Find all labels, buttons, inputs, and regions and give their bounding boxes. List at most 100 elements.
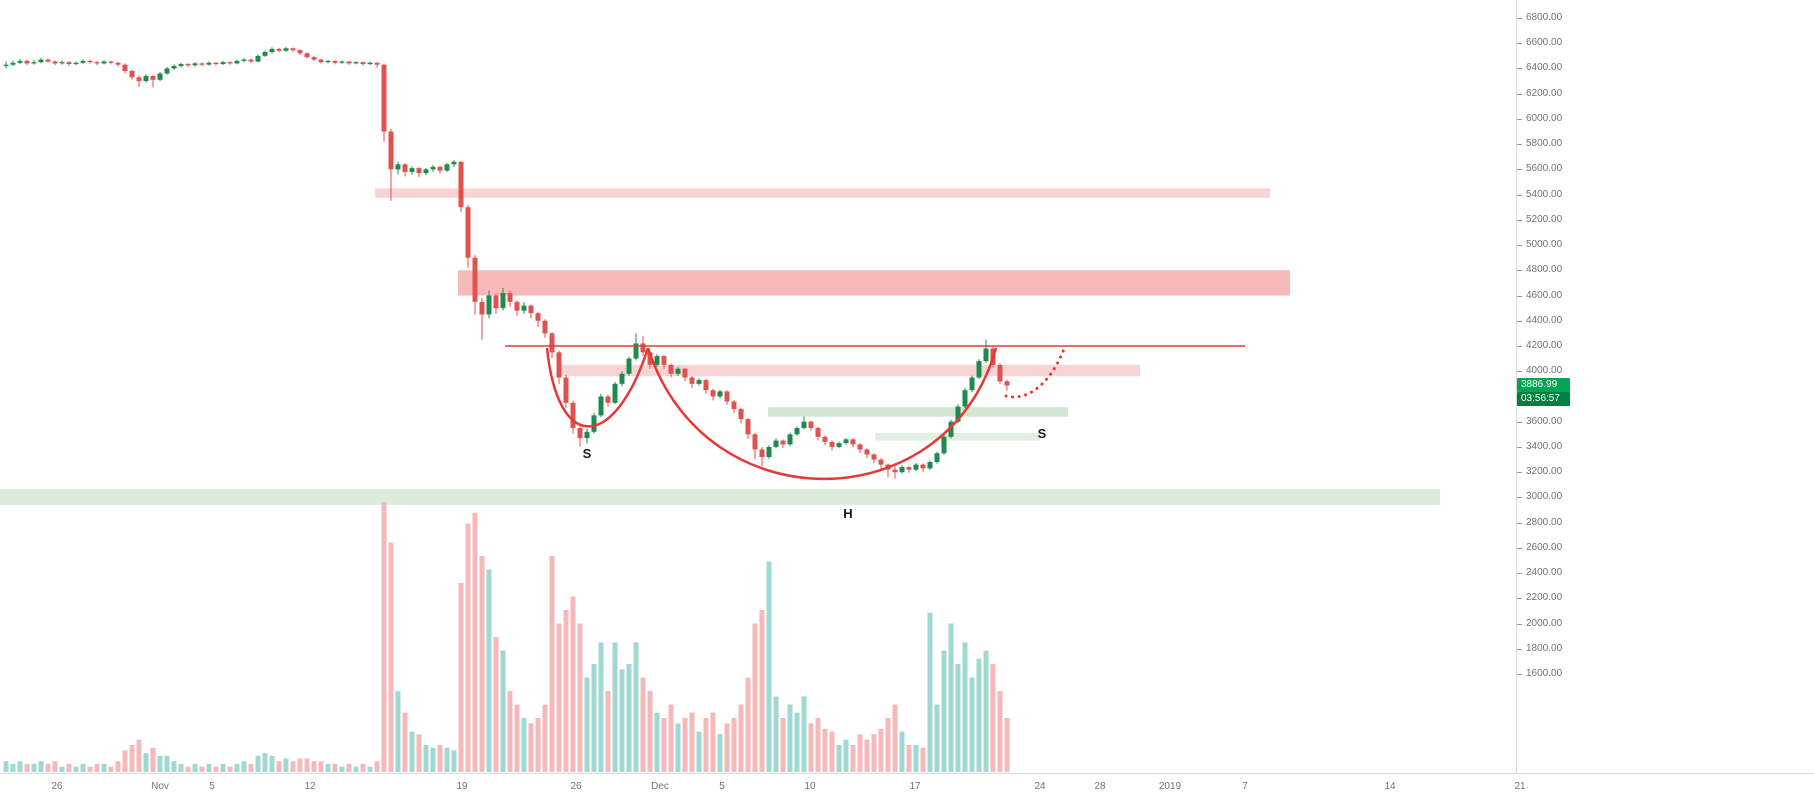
volume-bar bbox=[115, 761, 121, 772]
volume-bar bbox=[255, 755, 261, 772]
candle-body bbox=[269, 48, 275, 53]
right-shoulder-projection[interactable] bbox=[1004, 347, 1066, 399]
price-tick-label: 2600.00 bbox=[1526, 541, 1563, 553]
pattern-label-s: S bbox=[583, 446, 592, 461]
candle-body bbox=[430, 166, 436, 170]
volume-bar bbox=[640, 677, 646, 772]
price-tick-label: 2800.00 bbox=[1526, 516, 1563, 528]
candle-body bbox=[31, 62, 37, 64]
price-tick-mark bbox=[1517, 346, 1522, 347]
time-tick-label-21: 21 bbox=[1514, 781, 1526, 792]
time-tick-label-17: 17 bbox=[909, 781, 921, 792]
volume-bar bbox=[892, 704, 898, 772]
price-tick-label: 2200.00 bbox=[1526, 592, 1563, 604]
volume-bar bbox=[941, 650, 947, 772]
volume-bar bbox=[409, 731, 415, 772]
last-price-badge: 3886.99 bbox=[1517, 378, 1570, 393]
price-tick-label: 1800.00 bbox=[1526, 642, 1563, 654]
candle-body bbox=[416, 168, 422, 174]
candle-body bbox=[220, 62, 226, 65]
candle-body bbox=[262, 52, 268, 56]
candle-body bbox=[402, 164, 408, 172]
volume-bar bbox=[360, 763, 366, 772]
volume-bar bbox=[836, 745, 842, 772]
volume-bar bbox=[843, 739, 849, 772]
candle-body bbox=[311, 57, 317, 60]
candle-body bbox=[143, 76, 149, 82]
volume-bar bbox=[927, 612, 933, 772]
price-tick-label: 4400.00 bbox=[1526, 314, 1563, 326]
candle-body bbox=[283, 48, 289, 51]
price-tick-label: 5800.00 bbox=[1526, 138, 1563, 150]
candle-body bbox=[199, 63, 205, 65]
candle-body bbox=[241, 59, 247, 61]
volume-bar bbox=[570, 596, 576, 772]
volume-bar bbox=[3, 761, 9, 772]
volume-bar bbox=[787, 704, 793, 772]
volume-bar bbox=[584, 677, 590, 772]
volume-bar bbox=[381, 502, 387, 772]
time-tick-label-5: 5 bbox=[719, 781, 725, 792]
price-tick-mark bbox=[1517, 547, 1522, 549]
price-tick-mark bbox=[1517, 573, 1522, 575]
candle-body bbox=[934, 453, 940, 463]
candle-body bbox=[563, 377, 569, 403]
price-tick-mark bbox=[1517, 371, 1522, 373]
candle-body bbox=[339, 61, 345, 63]
volume-bar bbox=[871, 734, 877, 772]
left-shoulder-curve[interactable] bbox=[545, 347, 650, 428]
candle-body bbox=[647, 352, 653, 365]
volume-bar bbox=[885, 718, 891, 772]
volume-bar bbox=[717, 734, 723, 772]
price-tick-label: 4200.00 bbox=[1526, 340, 1563, 351]
volume-bar bbox=[948, 623, 954, 772]
volume-bar bbox=[87, 766, 93, 772]
volume-bar bbox=[262, 753, 268, 772]
candle-body bbox=[297, 50, 303, 54]
price-tick-mark bbox=[1517, 68, 1522, 70]
volume-bar bbox=[234, 763, 240, 772]
candle-body bbox=[353, 62, 359, 64]
time-tick-label-26: 26 bbox=[570, 781, 582, 792]
volume-bar bbox=[10, 763, 16, 772]
candle-body bbox=[822, 436, 828, 442]
support-zone-3650 bbox=[768, 407, 1068, 417]
price-tick-label: 6000.00 bbox=[1526, 112, 1563, 124]
candle-body bbox=[192, 63, 198, 66]
volume-bar bbox=[906, 745, 912, 772]
price-tick-label: 6400.00 bbox=[1526, 62, 1563, 74]
volume-bar bbox=[297, 758, 303, 772]
candle-body bbox=[983, 348, 989, 362]
head-curve[interactable] bbox=[646, 347, 998, 480]
volume-bar bbox=[108, 766, 114, 772]
candle-countdown-badge: 03:56:57 bbox=[1517, 392, 1570, 407]
price-tick-mark bbox=[1517, 295, 1522, 297]
volume-bar bbox=[451, 750, 457, 772]
candle-body bbox=[451, 161, 457, 165]
time-tick-label-14: 14 bbox=[1384, 781, 1396, 792]
candle-body bbox=[129, 70, 135, 78]
volume-bar bbox=[94, 763, 100, 772]
candle-body bbox=[591, 415, 597, 432]
candle-body bbox=[682, 368, 688, 378]
candle-body bbox=[941, 436, 947, 454]
candle-body bbox=[213, 62, 219, 65]
price-chart-plot[interactable]: S H S bbox=[0, 0, 1516, 773]
time-axis[interactable]: 26 Nov 5 12 19 26 Dec 5 10 17 24 28 2019 7 14 21 bbox=[0, 773, 1814, 807]
price-tick-label: 6800.00 bbox=[1526, 12, 1563, 23]
volume-bar bbox=[80, 763, 86, 772]
volume-bar bbox=[290, 761, 296, 772]
candle-body bbox=[24, 60, 30, 64]
volume-bar bbox=[157, 755, 163, 772]
last-price-value: 3886.99 bbox=[1521, 379, 1558, 391]
volume-bar bbox=[535, 718, 541, 772]
candle-body bbox=[325, 60, 331, 63]
volume-bar bbox=[528, 723, 534, 772]
price-tick-mark bbox=[1517, 497, 1522, 499]
candle-body bbox=[255, 55, 261, 62]
price-tick-label: 5600.00 bbox=[1526, 163, 1563, 175]
time-tick-label-10: 10 bbox=[804, 781, 816, 792]
candle-body bbox=[696, 380, 702, 384]
candle-body bbox=[871, 454, 877, 460]
candle-body bbox=[367, 62, 373, 65]
